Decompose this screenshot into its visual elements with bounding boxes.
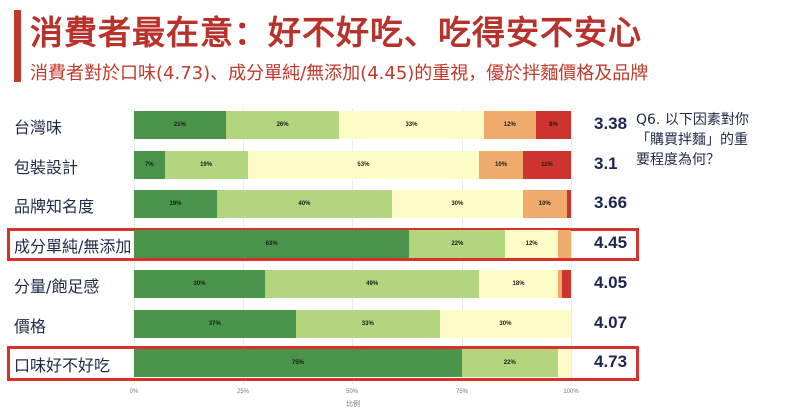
- stacked-bar: 63% 22% 12%: [134, 230, 571, 258]
- category-label: 包裝設計: [14, 158, 79, 177]
- bar-segment-unimportant: [557, 230, 571, 258]
- page-title: 消費者最在意：好不好吃、吃得安不安心: [30, 13, 642, 52]
- stacked-bar: 21% 26% 33% 12% 8%: [134, 111, 571, 139]
- mean-score: 3.1: [594, 154, 618, 173]
- mean-score: 4.45: [594, 233, 628, 252]
- mean-score: 3.66: [594, 193, 628, 212]
- question-line: 要程度為何？: [636, 152, 720, 168]
- bar-segment-important: 33%: [295, 310, 440, 338]
- stacked-bar: 30% 49% 18%: [134, 270, 571, 298]
- mean-score: 4.73: [594, 352, 628, 371]
- question-line: 「購買拌麵」的重: [636, 132, 748, 148]
- x-tick: 100%: [563, 389, 579, 395]
- bar-segment-important: 26%: [225, 111, 340, 139]
- bar-segment-very-unimportant: 11%: [522, 151, 571, 179]
- bar-segment-neutral: 18%: [479, 270, 558, 298]
- bar-segment-very-unimportant: [566, 190, 571, 218]
- bar-segment-unimportant: 10%: [479, 151, 523, 179]
- bar-segment-unimportant: 10%: [522, 190, 567, 218]
- bar-segment-very-important: 7%: [134, 151, 165, 179]
- gridline: [571, 108, 572, 384]
- category-label: 口味好不好吃: [14, 356, 111, 375]
- mean-score: 3.38: [594, 114, 628, 133]
- stacked-bar: 7% 19% 53% 10% 11%: [134, 151, 571, 179]
- category-label: 台灣味: [14, 118, 63, 137]
- bar-segment-very-unimportant: 8%: [536, 111, 571, 139]
- x-axis-label: 比例: [346, 401, 360, 408]
- bar-segment-very-important: 37%: [134, 310, 296, 338]
- category-label: 分量/飽足感: [14, 277, 100, 296]
- x-tick: 0%: [129, 389, 139, 395]
- category-label: 品牌知名度: [14, 197, 95, 216]
- title-accent-bar: [14, 10, 21, 82]
- mean-score: 4.07: [594, 313, 628, 332]
- bar-segment-very-important: 19%: [134, 190, 218, 218]
- question-line: Q6. 以下因素對你: [636, 112, 749, 128]
- bar-segment-very-unimportant: [562, 270, 571, 298]
- bar-segment-neutral: 53%: [247, 151, 480, 179]
- bar-segment-unimportant: [557, 270, 563, 298]
- category-label: 成分單純/無添加: [14, 237, 132, 256]
- bar-segment-neutral: 30%: [439, 310, 571, 338]
- bar-segment-very-important: 30%: [134, 270, 266, 298]
- bar-segment-very-important: 75%: [134, 349, 462, 377]
- bar-segment-neutral: [557, 349, 571, 377]
- mean-score: 4.05: [594, 273, 628, 292]
- highlight-box-taste: [7, 346, 639, 381]
- x-tick: 50%: [345, 389, 359, 395]
- bar-segment-important: 22%: [461, 349, 558, 377]
- bar-segment-very-important: 21%: [134, 111, 226, 139]
- stacked-bar: 37% 33% 30%: [134, 310, 571, 338]
- page-subtitle: 消費者對於口味(4.73)、成分單純/無添加(4.45)的重視，優於拌麵價格及品…: [30, 63, 649, 84]
- bar-segment-important: 49%: [265, 270, 480, 298]
- bar-segment-neutral: 12%: [505, 230, 558, 258]
- x-tick: 25%: [236, 389, 250, 395]
- bar-segment-unimportant: 12%: [483, 111, 537, 139]
- question-note: Q6. 以下因素對你 「購買拌麵」的重 要程度為何？: [636, 110, 796, 170]
- bar-segment-important: 19%: [164, 151, 248, 179]
- x-tick: 75%: [455, 389, 469, 395]
- highlight-box-ingredients: [7, 228, 639, 261]
- bar-segment-very-important: 63%: [134, 230, 410, 258]
- stacked-bar: 19% 40% 30% 10%: [134, 190, 571, 218]
- bar-segment-important: 22%: [409, 230, 506, 258]
- bar-segment-important: 40%: [217, 190, 392, 218]
- bar-segment-neutral: 30%: [391, 190, 523, 218]
- stacked-bar: 75% 22%: [134, 349, 571, 377]
- bar-segment-neutral: 33%: [339, 111, 484, 139]
- category-label: 價格: [14, 317, 47, 336]
